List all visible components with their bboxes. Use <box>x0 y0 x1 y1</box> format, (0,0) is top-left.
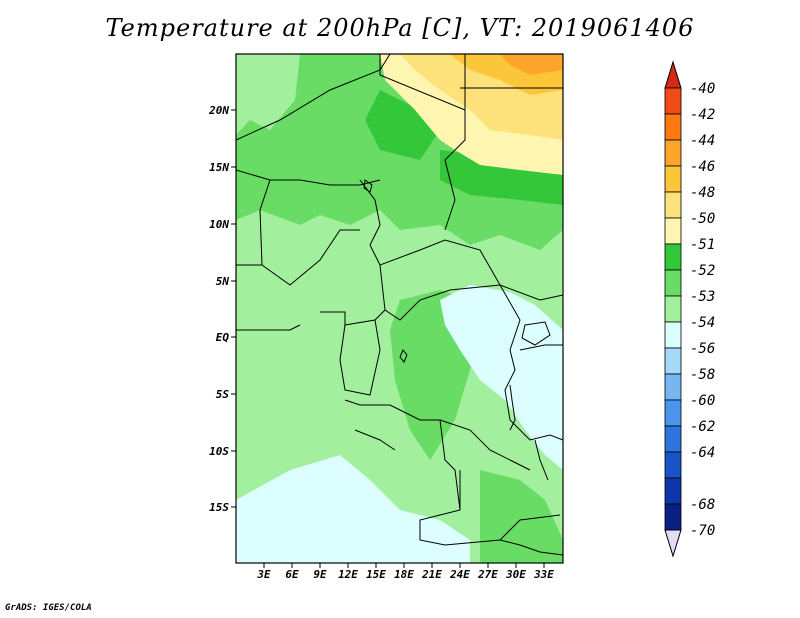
colorbar-label: -40 <box>690 81 715 97</box>
y-tick-label: EQ <box>216 331 230 344</box>
border-uganda-kenya <box>539 294 563 301</box>
field-band-54-south <box>236 455 470 563</box>
field-band-54-east <box>440 285 563 470</box>
y-tick-label: 10N <box>209 218 229 231</box>
y-tick-label: 5S <box>216 388 230 401</box>
colorbar-label: -70 <box>690 523 715 539</box>
x-tick-label: 18E <box>394 568 414 581</box>
lake-tanganyika <box>509 384 516 431</box>
colorbar-segment <box>664 321 682 349</box>
map-frame <box>235 53 564 564</box>
lake-chad <box>363 179 373 193</box>
x-tick-label: 9E <box>313 568 327 581</box>
y-tick-label: 5N <box>216 275 230 288</box>
colorbar-segment <box>664 139 682 167</box>
border-car-north <box>369 239 501 286</box>
y-tick-label: 10S <box>209 445 229 458</box>
colorbar-bottom-arrow <box>664 529 682 558</box>
border-great-lakes <box>499 284 563 441</box>
colorbar-label: -68 <box>690 497 715 513</box>
border-nigeria-cameroon <box>259 179 360 286</box>
border-drc-zambia <box>439 419 531 471</box>
colorbar-label: -48 <box>690 185 715 201</box>
border-zambia-south <box>419 470 561 546</box>
x-tick-label: 21E <box>421 568 442 581</box>
x-tick-label: 12E <box>338 568 358 581</box>
colorbar-segment <box>664 165 682 193</box>
colorbar-label: -50 <box>690 211 715 227</box>
colorbar-label: -46 <box>690 159 715 175</box>
colorbar-segment <box>664 269 682 297</box>
x-tick-label: 6E <box>285 568 299 581</box>
y-tick-label: 15S <box>209 501 229 514</box>
grads-credit: GrADS: IGES/COLA <box>5 603 92 613</box>
field-band-53-nw <box>236 54 300 135</box>
lake-malawi <box>534 439 549 481</box>
colorbar-segment <box>664 373 682 401</box>
border-algeria-niger <box>236 54 391 141</box>
colorbar-top-arrow <box>664 60 682 89</box>
colorbar-label: -62 <box>690 419 715 435</box>
x-ticks <box>263 563 545 568</box>
colorbar-label: -51 <box>690 237 715 253</box>
colorbar: -40 -42 -44 -46 -48 -50 -51 -52 -53 -54 … <box>664 60 715 558</box>
x-tick-label: 24E <box>449 568 470 581</box>
colorbar-segment <box>664 243 682 271</box>
field-band-44 <box>500 54 563 75</box>
colorbar-segment <box>664 477 682 505</box>
border-congo <box>339 319 381 396</box>
colorbar-label: -53 <box>690 289 715 305</box>
x-tick-label: 3E <box>256 568 271 581</box>
border-zimbabwe <box>499 539 563 556</box>
colorbar-label: -60 <box>690 393 715 409</box>
border-gulf-coast <box>236 324 301 331</box>
border-angola-coast <box>354 429 396 451</box>
x-tick-label: 27E <box>477 568 498 581</box>
lake-mai-ndombe <box>399 349 408 363</box>
lakes <box>363 179 551 481</box>
y-ticks <box>231 109 236 508</box>
colorbar-label: -54 <box>690 315 715 331</box>
colorbar-segment <box>664 347 682 375</box>
colorbar-label: -64 <box>690 445 715 461</box>
chart-title: Temperature at 200hPa [C], VT: 201906140… <box>105 14 695 42</box>
colorbar-segment <box>664 295 682 323</box>
colorbar-labels: -40 -42 -44 -46 -48 -50 -51 -52 -53 -54 … <box>690 81 715 539</box>
y-tick-labels: 20N 15N 10N 5N EQ 5S 10S 15S <box>208 104 229 514</box>
colorbar-segment <box>664 217 682 245</box>
colorbar-segment <box>664 451 682 479</box>
x-tick-labels: 3E 6E 9E 12E 15E 18E 21E 24E 27E 30E 33E <box>256 568 554 581</box>
colorbar-label: -42 <box>690 107 715 123</box>
border-drc-angola <box>344 399 461 511</box>
border-chad-sudan <box>444 110 466 231</box>
colorbar-segment <box>664 399 682 427</box>
colorbar-label: -56 <box>690 341 715 357</box>
border-tanzania <box>519 344 563 351</box>
field-band-51-east <box>440 150 563 205</box>
x-tick-label: 15E <box>366 568 386 581</box>
colorbar-segment <box>664 113 682 141</box>
field-band-51-north <box>365 90 440 160</box>
map-field <box>236 54 563 563</box>
border-libya-chad <box>379 54 466 111</box>
colorbar-label: -44 <box>690 133 715 149</box>
field-band-53-west <box>236 270 320 400</box>
colorbar-segment <box>664 87 682 115</box>
y-tick-label: 20N <box>208 104 229 117</box>
colorbar-segment <box>664 191 682 219</box>
colorbar-segment <box>664 503 682 531</box>
colorbar-label: -58 <box>690 367 715 383</box>
x-tick-label: 30E <box>505 568 526 581</box>
colorbar-label: -52 <box>690 263 715 279</box>
colorbar-segment <box>664 425 682 453</box>
y-tick-label: 15N <box>209 161 229 174</box>
x-tick-label: 33E <box>533 568 554 581</box>
lake-victoria <box>521 321 551 346</box>
